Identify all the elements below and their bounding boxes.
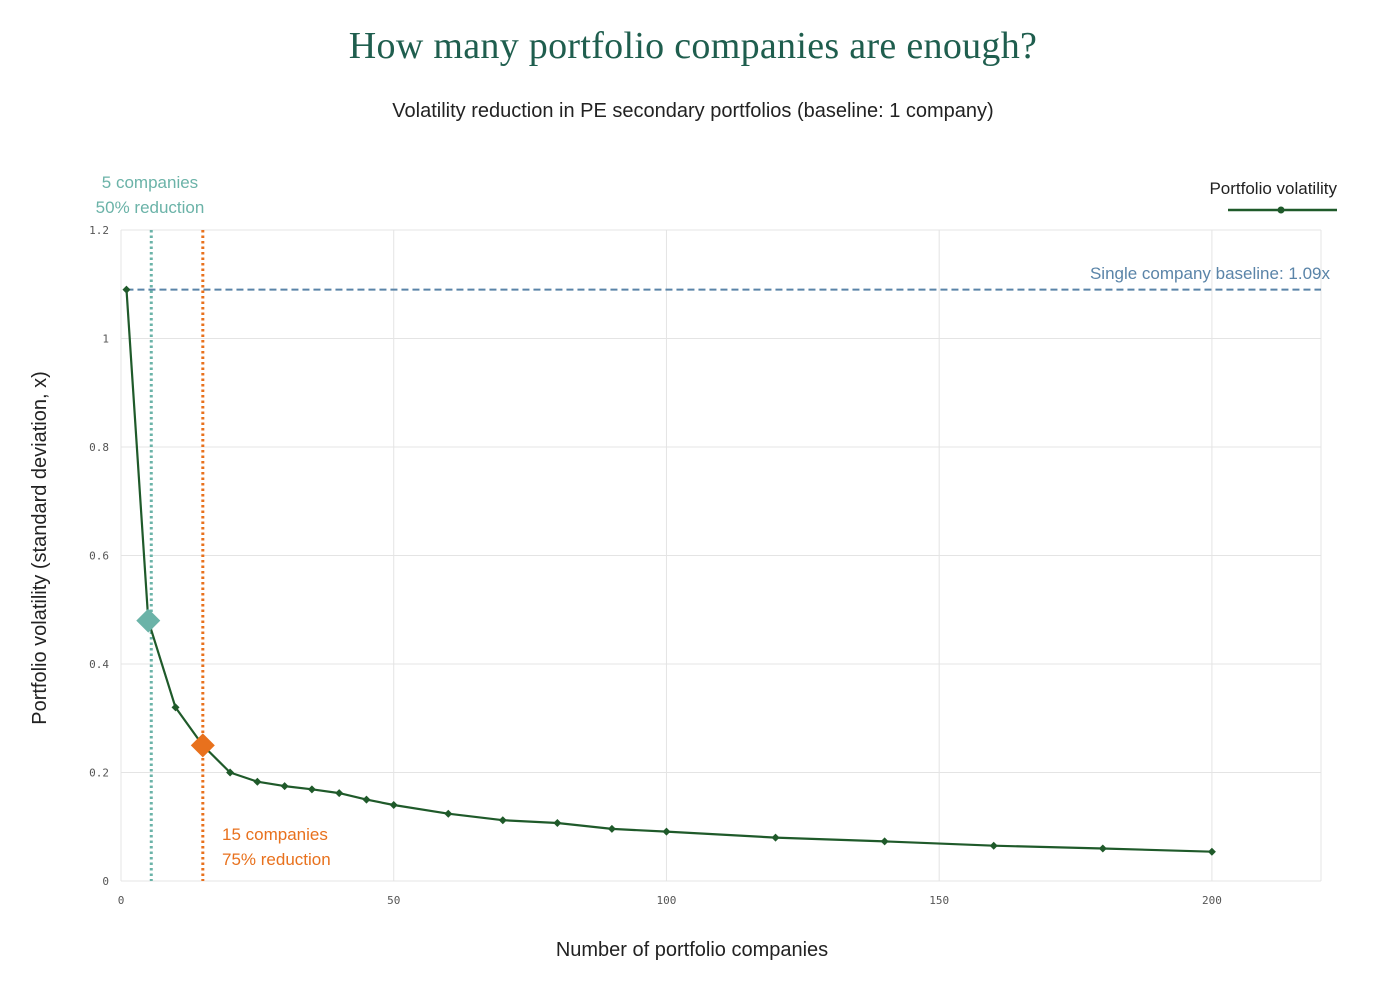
data-point [171,703,180,712]
y-tick-label: 1 [102,333,109,346]
orange-annotation-line1: 15 companies [222,825,328,844]
x-tick-label: 0 [118,894,125,907]
data-point [771,833,780,842]
data-point [1207,847,1216,856]
data-point [444,809,453,818]
data-point [553,818,562,827]
series-layer [122,285,1216,856]
data-point [253,777,262,786]
grid-lines [120,229,1322,882]
highlight-markers [136,608,215,758]
baseline-label: Single company baseline: 1.09x [1090,264,1331,283]
reference-lines [126,230,1321,881]
series-line [125,289,1212,853]
data-point [389,801,398,810]
y-tick-label: 0.2 [89,767,109,780]
x-tick-labels: 0 50 100 150 200 [118,894,1222,907]
orange-annotation-line2: 75% reduction [222,850,331,869]
chart-title: How many portfolio companies are enough? [348,25,1038,67]
data-point [307,785,316,794]
y-tick-label: 1.2 [89,224,109,237]
data-point [880,837,889,846]
y-tick-label: 0.4 [89,658,109,671]
y-tick-label: 0.6 [89,550,109,563]
data-point [226,768,235,777]
x-tick-label: 100 [657,894,677,907]
y-tick-labels: 0 0.2 0.4 0.6 0.8 1 1.2 [89,224,109,888]
data-point [989,841,998,850]
orange-highlight-marker [190,733,215,758]
legend-label: Portfolio volatility [1209,179,1337,198]
data-point [280,782,289,791]
teal-annotation-line2: 50% reduction [96,198,205,217]
x-tick-label: 200 [1202,894,1222,907]
x-axis-label: Number of portfolio companies [556,939,828,961]
legend-marker [1277,206,1285,214]
teal-annotation-line1: 5 companies [102,173,198,192]
data-point [122,285,131,294]
y-tick-label: 0.8 [89,441,109,454]
chart-subtitle: Volatility reduction in PE secondary por… [392,100,994,122]
data-point [607,824,616,833]
teal-highlight-marker [136,608,161,633]
data-point [498,816,507,825]
x-tick-label: 150 [929,894,949,907]
y-axis-label: Portfolio volatility (standard deviation… [29,371,51,725]
data-point [362,795,371,804]
data-point [335,789,344,798]
data-point [1098,844,1107,853]
data-point [662,827,671,836]
x-tick-label: 50 [387,894,400,907]
y-tick-label: 0 [102,875,109,888]
